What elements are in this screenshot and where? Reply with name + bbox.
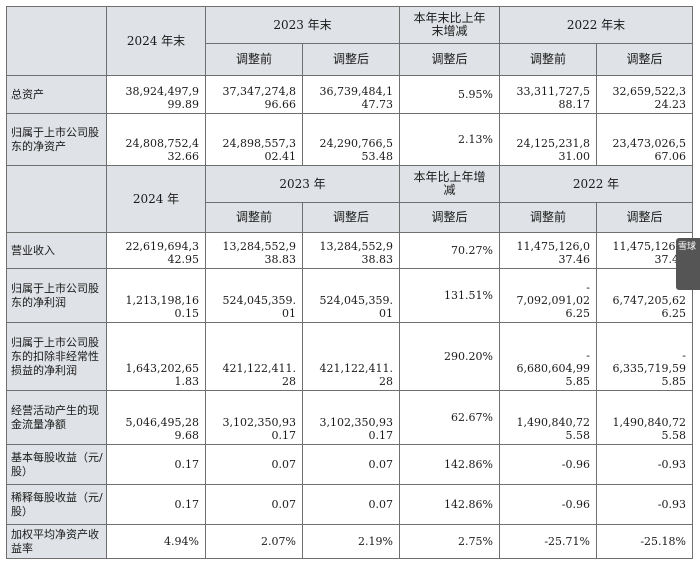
value-2024: 38,924,497,9 99.89 <box>106 75 206 114</box>
value-2022-after: 23,473,026,5 67.06 <box>596 113 693 166</box>
header-change: 本年比上年增 减 <box>399 165 500 203</box>
value-2023-before: 24,898,557,3 02.41 <box>205 113 303 166</box>
value-2024: 5,046,495,28 9.68 <box>106 390 206 445</box>
row-label: 基本每股收益（元/股） <box>6 444 107 485</box>
row-label: 归属于上市公司股东的扣除非经常性损益的净利润 <box>6 322 107 391</box>
value-change: 290.20% <box>399 322 500 391</box>
value-2023-before: 2.07% <box>205 524 303 559</box>
value-2023-after: 421,122,411. 28 <box>302 322 400 391</box>
row-label: 归属于上市公司股东的净资产 <box>6 113 107 166</box>
value-2023-after: 524,045,359. 01 <box>302 268 400 323</box>
header-blank-cell <box>6 6 107 76</box>
value-2022-after: 32,659,522,3 24.23 <box>596 75 693 114</box>
value-change: 142.86% <box>399 444 500 485</box>
value-2022-after: -0.93 <box>596 444 693 485</box>
subheader-2023-before: 调整前 <box>205 202 303 233</box>
value-2023-after: 13,284,552,9 38.83 <box>302 232 400 269</box>
value-2023-before: 0.07 <box>205 444 303 485</box>
value-2022-after: -25.18% <box>596 524 693 559</box>
header-2022-year: 2022 年 <box>499 165 693 203</box>
row-label: 营业收入 <box>6 232 107 269</box>
value-2023-after: 2.19% <box>302 524 400 559</box>
value-2023-before: 421,122,411. 28 <box>205 322 303 391</box>
subheader-change-after: 调整后 <box>399 202 500 233</box>
value-2022-before: 24,125,231,8 31.00 <box>499 113 597 166</box>
financial-data-table: 2024 年末 2023 年末 本年末比上年 末增减 2022 年末 调整前 调… <box>6 6 693 559</box>
value-2022-after: - 6,335,719,59 5.85 <box>596 322 693 391</box>
value-2023-after: 3,102,350,93 0.17 <box>302 390 400 445</box>
value-2024: 0.17 <box>106 484 206 525</box>
subheader-2023-after: 调整后 <box>302 43 400 76</box>
value-2022-before: 11,475,126,0 37.46 <box>499 232 597 269</box>
value-2023-before: 37,347,274,8 96.66 <box>205 75 303 114</box>
value-2022-before: -25.71% <box>499 524 597 559</box>
row-label: 经营活动产生的现金流量净额 <box>6 390 107 445</box>
subheader-2023-after: 调整后 <box>302 202 400 233</box>
value-2022-before: - 7,092,091,02 6.25 <box>499 268 597 323</box>
header-blank-cell <box>6 165 107 233</box>
value-2022-after: 1,490,840,72 5.58 <box>596 390 693 445</box>
table-row: 基本每股收益（元/股） 0.17 0.07 0.07 142.86% -0.96… <box>6 444 693 485</box>
header-2023-year: 2023 年 <box>205 165 400 203</box>
value-2022-before: -0.96 <box>499 484 597 525</box>
subheader-2022-before: 调整前 <box>499 43 597 76</box>
value-2023-before: 3,102,350,93 0.17 <box>205 390 303 445</box>
row-label: 归属于上市公司股东的净利润 <box>6 268 107 323</box>
value-2023-after: 24,290,766,5 53.48 <box>302 113 400 166</box>
subheader-2023-before: 调整前 <box>205 43 303 76</box>
value-change: 131.51% <box>399 268 500 323</box>
value-2024: 0.17 <box>106 444 206 485</box>
table-row: 经营活动产生的现金流量净额 5,046,495,28 9.68 3,102,35… <box>6 390 693 445</box>
subheader-2022-after: 调整后 <box>596 202 693 233</box>
table-row: 营业收入 22,619,694,3 42.95 13,284,552,9 38.… <box>6 232 693 269</box>
value-2023-after: 0.07 <box>302 484 400 525</box>
table-row: 总资产 38,924,497,9 99.89 37,347,274,8 96.6… <box>6 75 693 114</box>
header-change: 本年末比上年 末增减 <box>399 6 500 44</box>
value-change: 5.95% <box>399 75 500 114</box>
value-2022-before: - 6,680,604,99 5.85 <box>499 322 597 391</box>
value-2022-after: -0.93 <box>596 484 693 525</box>
table-row: 归属于上市公司股东的净资产 24,808,752,4 32.66 24,898,… <box>6 113 693 166</box>
subheader-2022-after: 调整后 <box>596 43 693 76</box>
watermark-badge: 雪球 <box>676 238 700 290</box>
value-2023-after: 0.07 <box>302 444 400 485</box>
row-label: 稀释每股收益（元/股） <box>6 484 107 525</box>
table-row: 归属于上市公司股东的净利润 1,213,198,16 0.15 524,045,… <box>6 268 693 323</box>
table-row: 稀释每股收益（元/股） 0.17 0.07 0.07 142.86% -0.96… <box>6 484 693 525</box>
value-change: 2.13% <box>399 113 500 166</box>
row-label: 加权平均净资产收益率 <box>6 524 107 559</box>
value-2024: 1,643,202,65 1.83 <box>106 322 206 391</box>
value-2022-before: 33,311,727,5 88.17 <box>499 75 597 114</box>
value-change: 2.75% <box>399 524 500 559</box>
value-change: 70.27% <box>399 232 500 269</box>
value-2023-before: 524,045,359. 01 <box>205 268 303 323</box>
value-2022-before: 1,490,840,72 5.58 <box>499 390 597 445</box>
header-2024-year-end: 2024 年末 <box>106 6 206 76</box>
value-change: 62.67% <box>399 390 500 445</box>
header-2023-year-end: 2023 年末 <box>205 6 400 44</box>
value-change: 142.86% <box>399 484 500 525</box>
value-2023-before: 13,284,552,9 38.83 <box>205 232 303 269</box>
value-2022-before: -0.96 <box>499 444 597 485</box>
header-2022-year-end: 2022 年末 <box>499 6 693 44</box>
value-2024: 4.94% <box>106 524 206 559</box>
subheader-2022-before: 调整前 <box>499 202 597 233</box>
subheader-change-after: 调整后 <box>399 43 500 76</box>
value-2024: 22,619,694,3 42.95 <box>106 232 206 269</box>
value-2024: 24,808,752,4 32.66 <box>106 113 206 166</box>
table-row: 归属于上市公司股东的扣除非经常性损益的净利润 1,643,202,65 1.83… <box>6 322 693 391</box>
header-2024-year: 2024 年 <box>106 165 206 233</box>
value-2023-after: 36,739,484,1 47.73 <box>302 75 400 114</box>
value-2023-before: 0.07 <box>205 484 303 525</box>
value-2024: 1,213,198,16 0.15 <box>106 268 206 323</box>
table-row: 加权平均净资产收益率 4.94% 2.07% 2.19% 2.75% -25.7… <box>6 524 693 559</box>
row-label: 总资产 <box>6 75 107 114</box>
